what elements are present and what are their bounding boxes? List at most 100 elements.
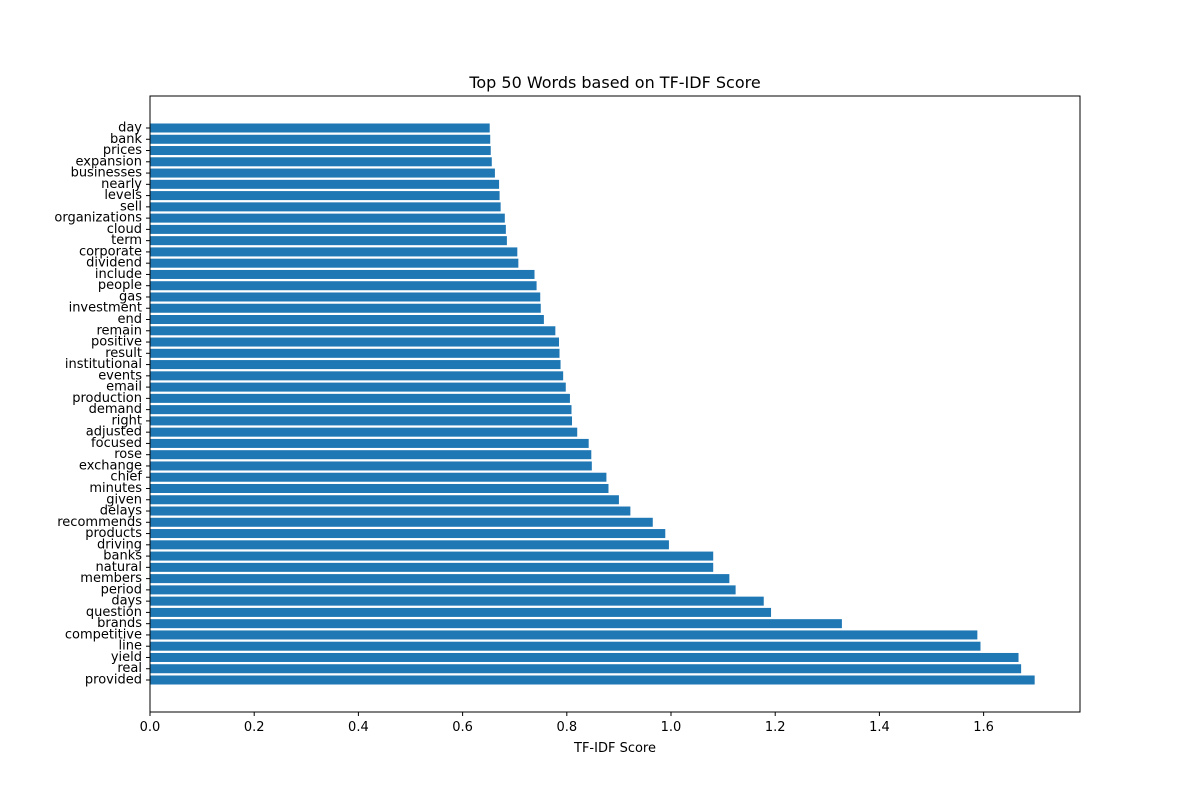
y-tick-label: people [98, 278, 142, 293]
x-tick-label: 0.8 [556, 720, 577, 735]
bar-nearly [150, 179, 500, 189]
y-tick-label: levels [104, 188, 142, 203]
x-tick-label: 0.2 [244, 720, 265, 735]
y-tick-label: recommends [57, 515, 142, 530]
bar-institutional [150, 360, 561, 370]
y-tick-label: demand [89, 402, 142, 417]
y-tick-label: expansion [76, 154, 143, 169]
bar-result [150, 348, 560, 358]
y-tick-label: members [80, 571, 142, 586]
bar-corporate [150, 247, 518, 257]
bar-competitive [150, 630, 978, 640]
bar-dividend [150, 258, 519, 268]
y-tick-label: email [106, 380, 142, 395]
bar-businesses [150, 168, 495, 178]
y-tick-label: cloud [107, 222, 142, 237]
bar-right [150, 416, 573, 426]
bar-driving [150, 540, 669, 550]
y-tick-label: provided [85, 673, 142, 688]
y-tick-label: rose [114, 447, 142, 462]
y-tick-label: natural [96, 560, 142, 575]
y-tick-label: institutional [65, 357, 142, 372]
y-tick-label: question [86, 605, 142, 620]
y-tick-label: competitive [65, 627, 142, 642]
bar-adjusted [150, 427, 578, 437]
y-tick-label: investment [69, 301, 142, 316]
bar-levels [150, 191, 500, 201]
bar-products [150, 529, 666, 539]
bar-period [150, 585, 736, 595]
y-tick-label: minutes [89, 481, 142, 496]
bar-term [150, 236, 507, 246]
bar-end [150, 315, 544, 325]
y-tick-label: corporate [79, 244, 142, 259]
y-tick-label: result [105, 346, 142, 361]
plot-frame [149, 95, 1081, 713]
y-tick-label: yield [111, 650, 142, 665]
y-tick-label: businesses [71, 166, 143, 181]
y-tick-label: gas [119, 289, 142, 304]
x-tick-label: 1.2 [765, 720, 786, 735]
bar-remain [150, 326, 556, 336]
bar-positive [150, 337, 559, 347]
bar-minutes [150, 483, 609, 493]
bar-banks [150, 551, 714, 561]
bar-people [150, 281, 537, 291]
bar-real [150, 664, 1022, 674]
y-tick-label: real [117, 661, 142, 676]
bar-day [150, 123, 490, 133]
y-tick-label: term [111, 233, 142, 248]
bar-expansion [150, 157, 492, 167]
bar-line [150, 641, 981, 651]
y-tick-label: include [95, 267, 142, 282]
bar-events [150, 371, 564, 381]
x-tick-label: 1.4 [869, 720, 890, 735]
y-tick-label: focused [91, 436, 142, 451]
bar-investment [150, 303, 541, 313]
x-tick-label: 1.0 [661, 720, 682, 735]
bar-email [150, 382, 566, 392]
bar-gas [150, 292, 541, 302]
bar-prices [150, 146, 491, 156]
bar-yield [150, 652, 1019, 662]
x-tick-label: 1.6 [973, 720, 994, 735]
x-axis-ticks: 0.0 0.2 0.4 0.6 0.8 1.0 1.2 1.4 1.6 [140, 712, 994, 735]
y-tick-label: given [106, 492, 142, 507]
y-tick-label: positive [91, 335, 142, 350]
x-tick-label: 0.6 [452, 720, 473, 735]
y-tick-label: production [72, 391, 142, 406]
y-tick-label: delays [100, 504, 143, 519]
chart-title: Top 50 Words based on TF-IDF Score [468, 73, 760, 92]
bar-members [150, 574, 730, 584]
bar-question [150, 607, 772, 617]
y-axis-ticks: providedrealyieldlinecompetitivebrandsqu… [54, 121, 150, 688]
y-tick-label: day [118, 121, 142, 136]
x-tick-label: 0.4 [348, 720, 369, 735]
bar-natural [150, 562, 714, 572]
bar-brands [150, 619, 842, 629]
bar-include [150, 269, 535, 279]
bar-recommends [150, 517, 653, 527]
y-tick-label: days [111, 594, 142, 609]
bar-chief [150, 472, 607, 482]
bar-days [150, 596, 764, 606]
bars-group [150, 123, 1035, 685]
y-tick-label: bank [110, 132, 142, 147]
y-tick-label: exchange [79, 458, 142, 473]
bar-cloud [150, 224, 506, 234]
y-tick-label: period [101, 582, 142, 597]
y-tick-label: end [118, 312, 143, 327]
y-tick-label: prices [103, 143, 142, 158]
bar-organizations [150, 213, 505, 223]
bar-provided [150, 675, 1035, 685]
bar-exchange [150, 461, 592, 471]
y-tick-label: right [111, 413, 142, 428]
y-tick-label: brands [97, 616, 142, 631]
bar-given [150, 495, 619, 505]
y-tick-label: sell [120, 199, 142, 214]
bar-rose [150, 450, 592, 460]
bar-sell [150, 202, 501, 212]
x-axis-label: TF-IDF Score [573, 741, 656, 756]
